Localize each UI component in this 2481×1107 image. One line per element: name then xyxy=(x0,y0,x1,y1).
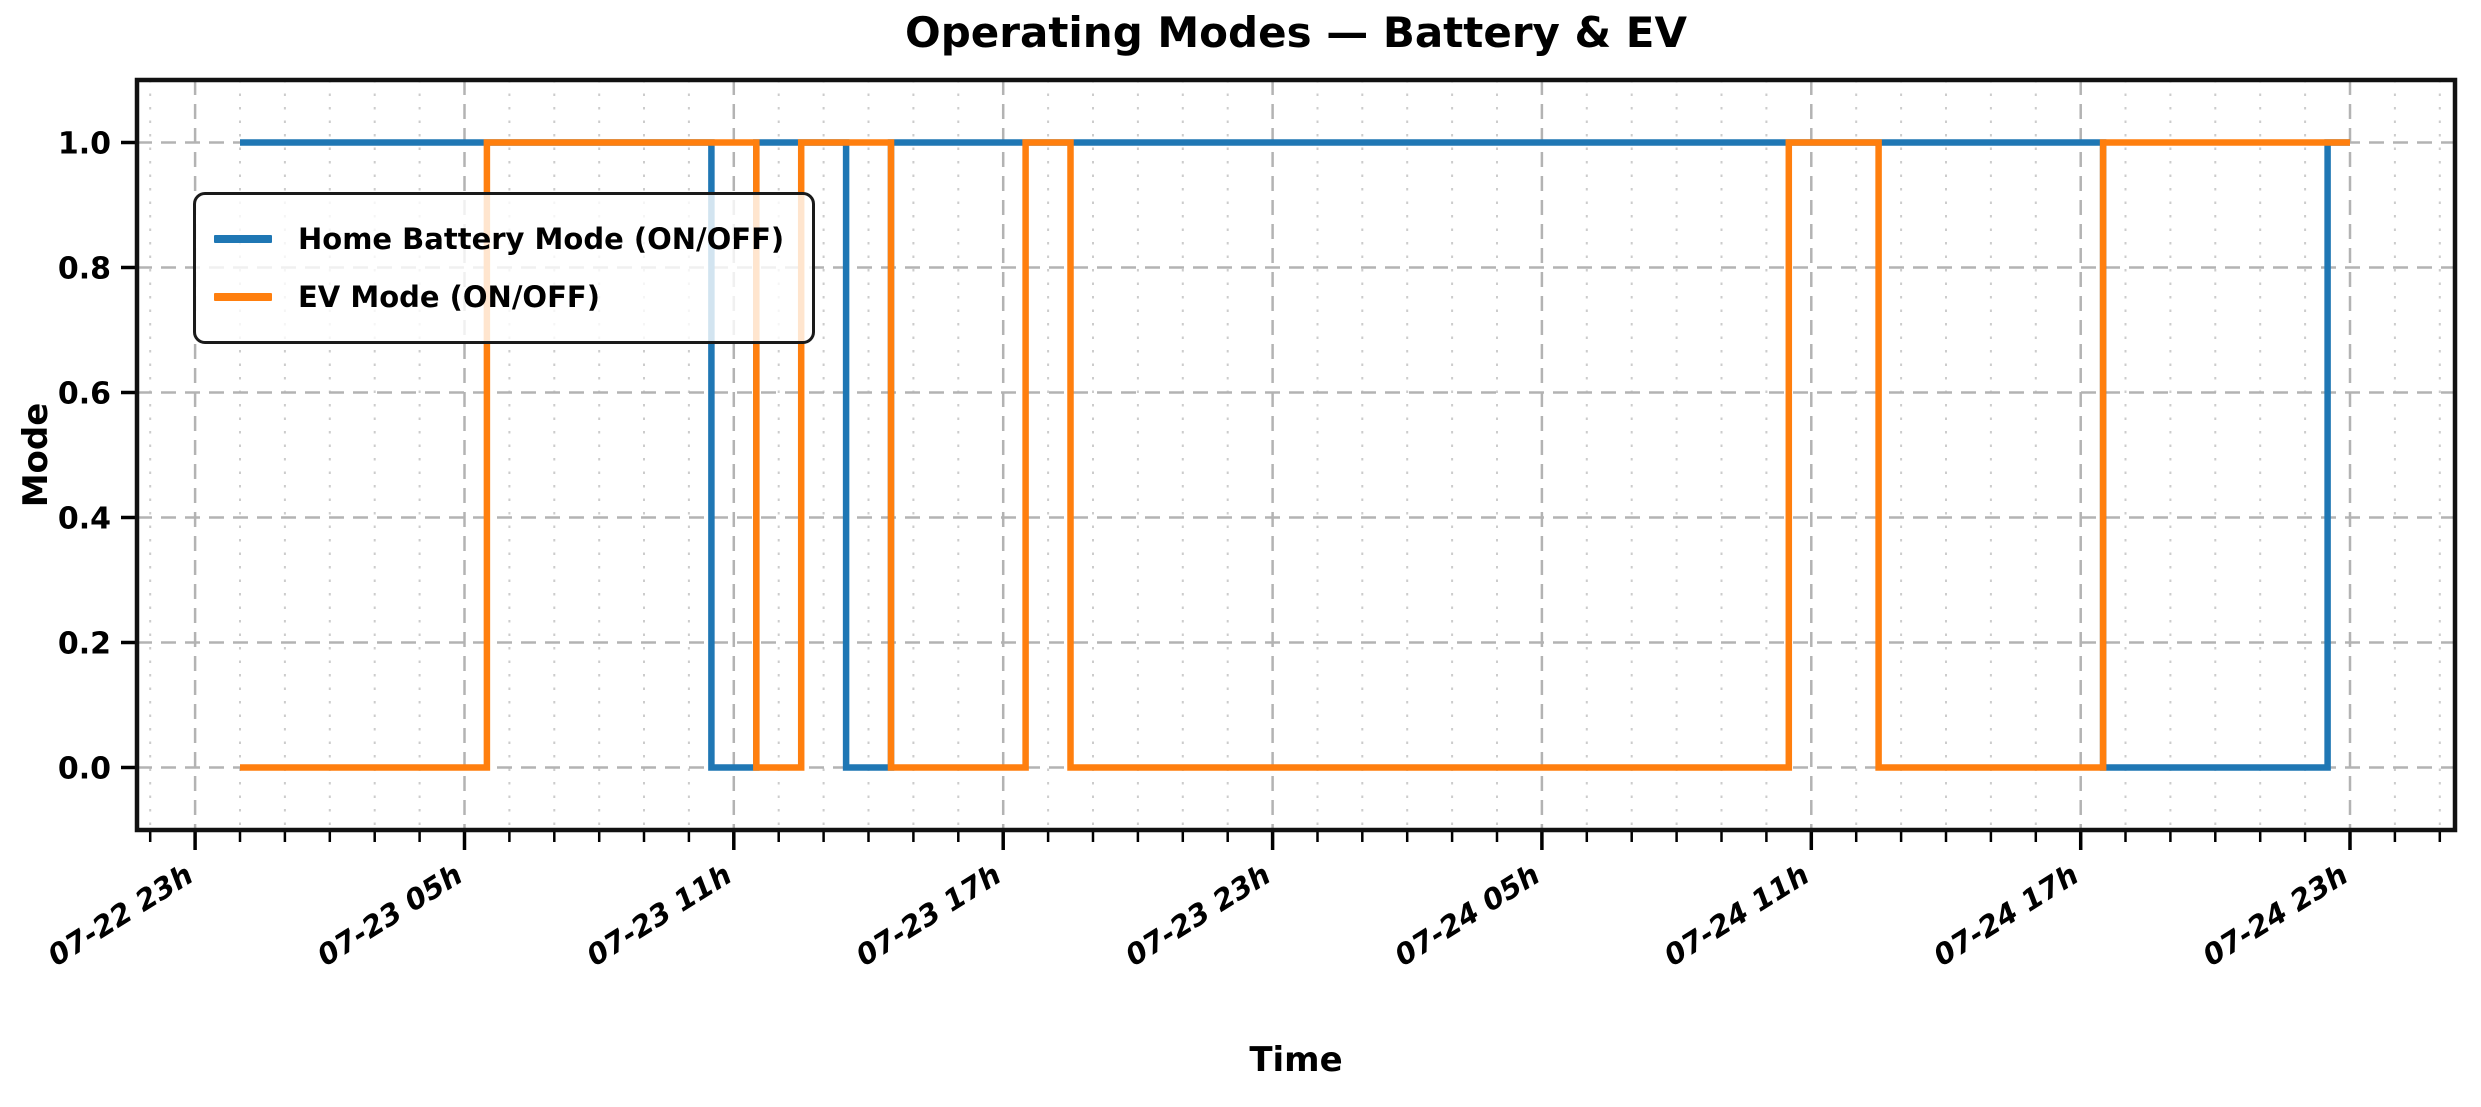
x-tick-label: 07-23 11h xyxy=(581,857,738,973)
x-tick-label: 07-24 05h xyxy=(1389,857,1546,973)
x-axis-label: Time xyxy=(1249,1040,1343,1080)
legend-label-ev: EV Mode (ON/OFF) xyxy=(298,279,600,314)
y-axis-label: Mode xyxy=(16,402,56,508)
x-tick-label: 07-23 17h xyxy=(850,857,1007,973)
y-tick-label: 0.8 xyxy=(58,252,111,287)
x-tick-label: 07-22 23h xyxy=(42,857,199,973)
y-tick-label: 0.2 xyxy=(58,627,111,662)
x-tick-label: 07-24 23h xyxy=(2197,857,2354,973)
chart-title: Operating Modes — Battery & EV xyxy=(905,8,1687,57)
series-home-battery-mode xyxy=(240,139,2350,771)
legend-label-home-battery: Home Battery Mode (ON/OFF) xyxy=(298,222,785,257)
y-tick-label: 0.6 xyxy=(58,377,111,412)
y-tick-label: 0.4 xyxy=(58,502,111,537)
legend-line-icon-ev xyxy=(214,292,272,301)
x-tick-label: 07-24 17h xyxy=(1927,857,2084,973)
legend-item-home-battery: Home Battery Mode (ON/OFF) xyxy=(214,222,794,256)
y-tick-label: 1.0 xyxy=(58,127,111,162)
x-tick-label: 07-23 05h xyxy=(311,857,468,973)
legend-line-icon-home-battery xyxy=(214,235,272,244)
legend: Home Battery Mode (ON/OFF) EV Mode (ON/O… xyxy=(193,192,815,344)
legend-item-ev: EV Mode (ON/OFF) xyxy=(214,280,794,314)
x-tick-label: 07-24 11h xyxy=(1658,857,1815,973)
x-tick-label: 07-23 23h xyxy=(1119,857,1276,973)
y-tick-label: 0.0 xyxy=(58,752,111,787)
axes-frame xyxy=(134,77,2458,833)
